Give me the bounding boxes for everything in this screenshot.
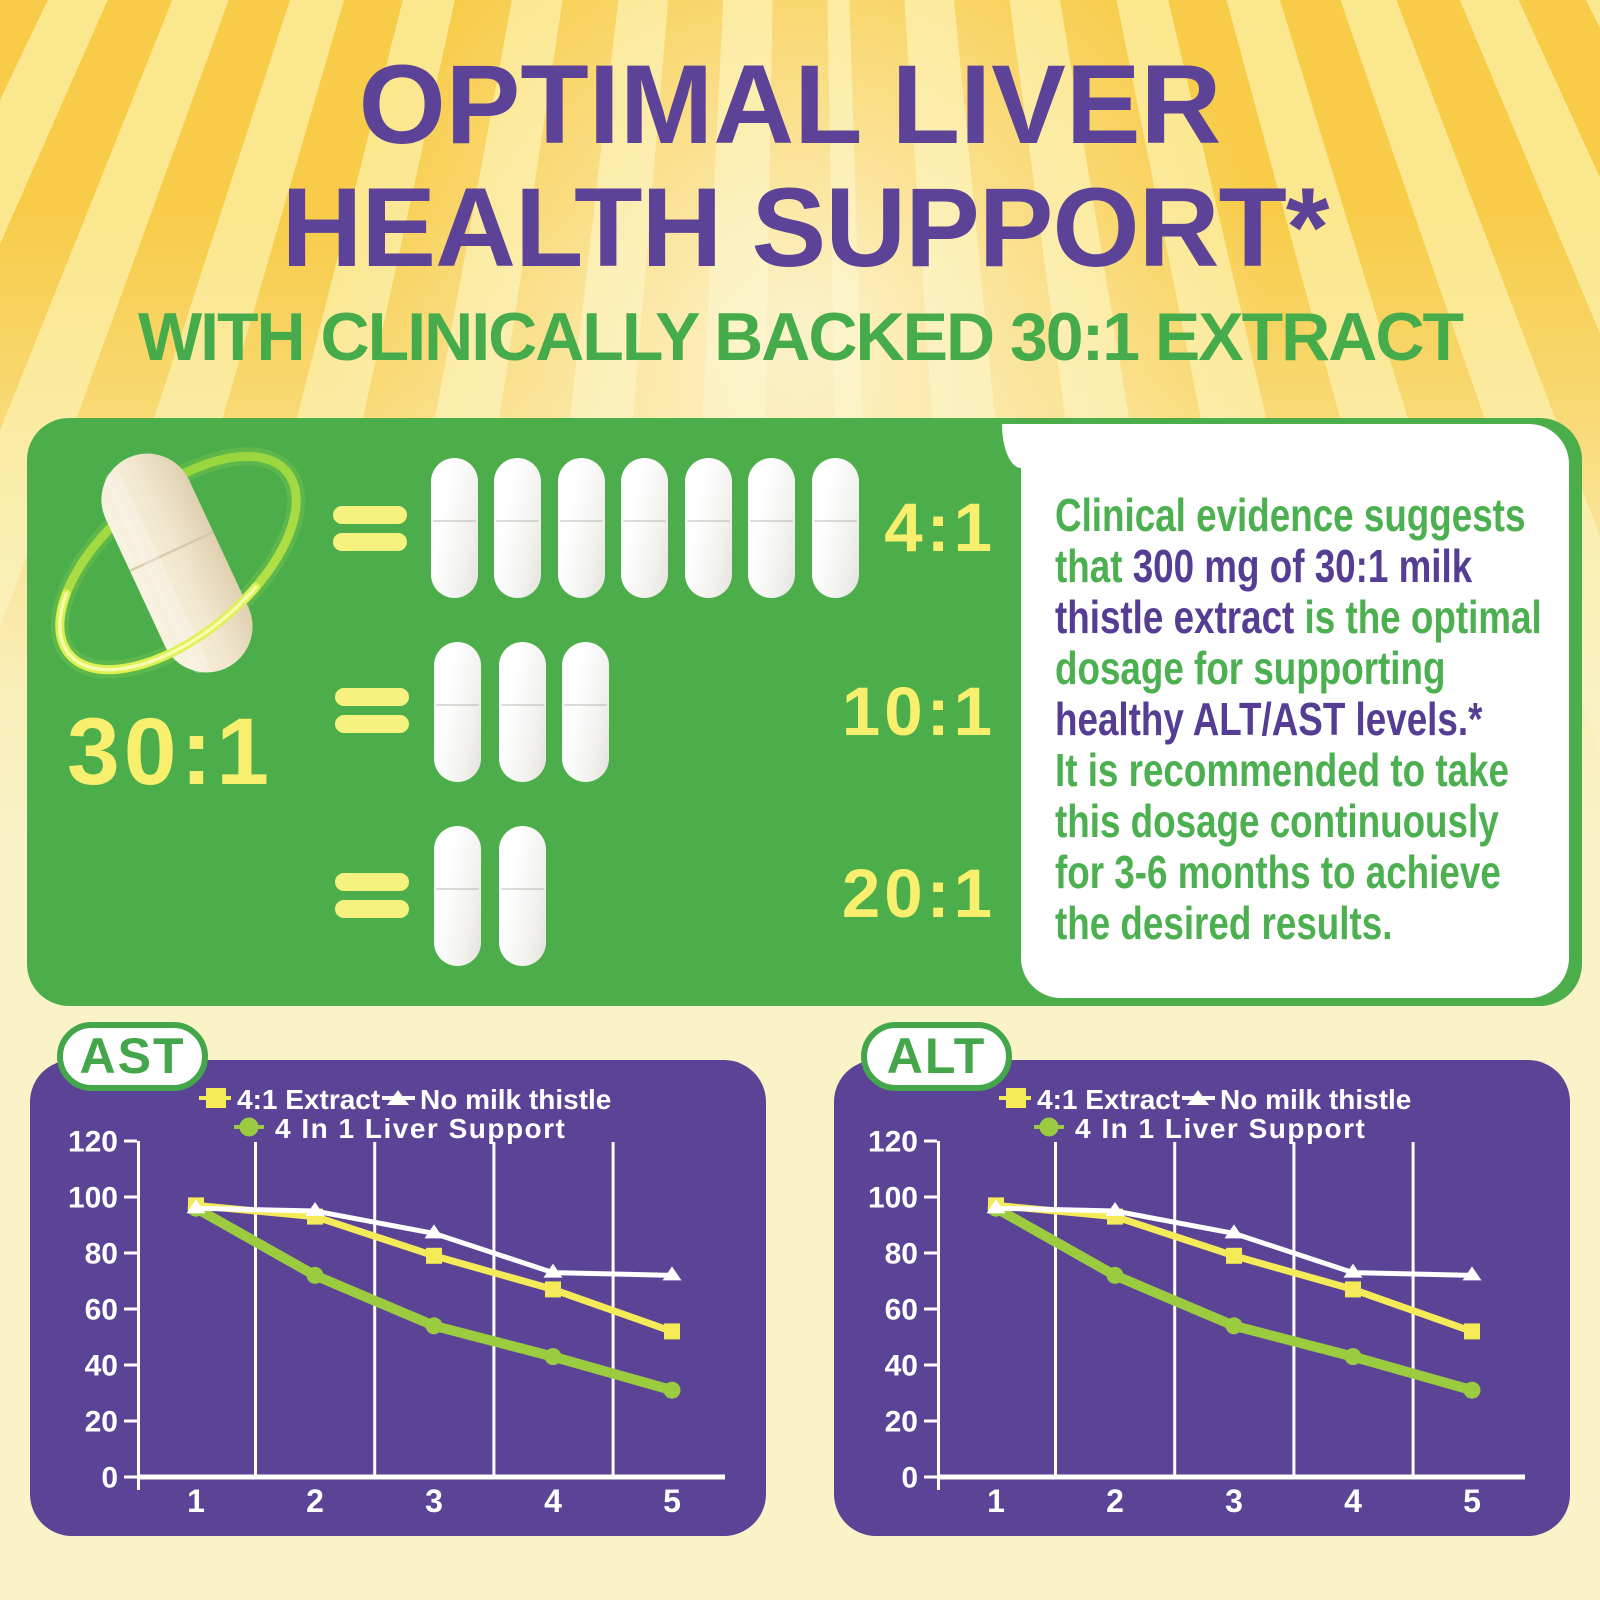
svg-text:20: 20 (85, 1406, 118, 1439)
svg-text:2: 2 (306, 1483, 324, 1519)
svg-text:5: 5 (1463, 1483, 1481, 1519)
svg-text:100: 100 (868, 1182, 918, 1215)
svg-text:4: 4 (1344, 1483, 1362, 1519)
svg-text:2: 2 (1106, 1483, 1124, 1519)
svg-text:No milk thistle: No milk thistle (1220, 1084, 1411, 1115)
svg-text:0: 0 (901, 1462, 918, 1495)
svg-text:4: 4 (544, 1483, 562, 1519)
svg-text:20: 20 (885, 1406, 918, 1439)
svg-text:3: 3 (425, 1483, 443, 1519)
svg-text:4 In 1 Liver Support: 4 In 1 Liver Support (1075, 1113, 1366, 1144)
svg-text:120: 120 (68, 1126, 118, 1159)
svg-text:80: 80 (885, 1238, 918, 1271)
svg-text:3: 3 (1225, 1483, 1243, 1519)
svg-text:40: 40 (885, 1350, 918, 1383)
svg-text:0: 0 (101, 1462, 118, 1495)
svg-text:1: 1 (987, 1483, 1005, 1519)
svg-text:60: 60 (885, 1294, 918, 1327)
svg-text:60: 60 (85, 1294, 118, 1327)
svg-text:120: 120 (868, 1126, 918, 1159)
svg-text:4:1 Extract: 4:1 Extract (237, 1084, 380, 1115)
svg-text:100: 100 (68, 1182, 118, 1215)
svg-text:1: 1 (187, 1483, 205, 1519)
svg-text:4 In 1 Liver Support: 4 In 1 Liver Support (275, 1113, 566, 1144)
svg-text:80: 80 (85, 1238, 118, 1271)
svg-text:4:1 Extract: 4:1 Extract (1037, 1084, 1180, 1115)
svg-text:5: 5 (663, 1483, 681, 1519)
svg-text:40: 40 (85, 1350, 118, 1383)
svg-text:No milk thistle: No milk thistle (420, 1084, 611, 1115)
